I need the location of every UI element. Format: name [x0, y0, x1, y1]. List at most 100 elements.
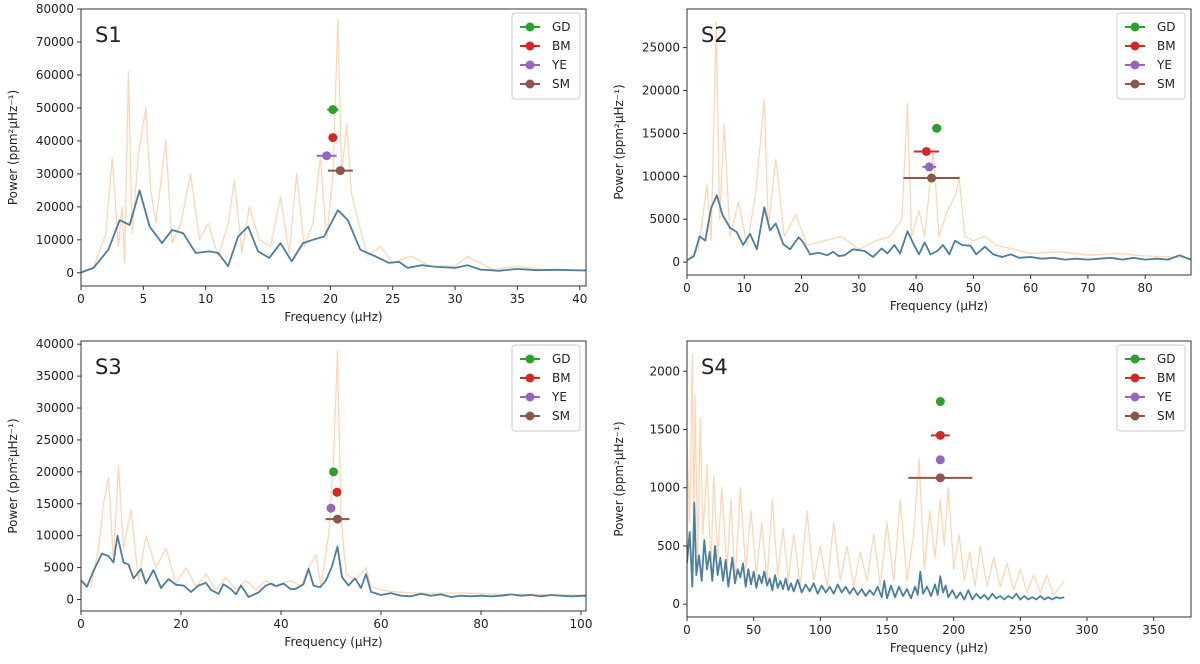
legend-box	[511, 344, 581, 432]
legend: GD BM YE SM	[511, 12, 581, 100]
y-tick-label: 40000	[36, 337, 74, 351]
raw-power-line	[687, 353, 1065, 596]
x-tick-label: 30	[851, 281, 866, 295]
y-tick-label: 0	[66, 266, 74, 280]
x-axis-label: Frequency (μHz)	[284, 635, 382, 649]
legend-marker-ye	[1130, 392, 1140, 402]
y-tick-label: 80000	[36, 2, 74, 16]
y-tick-label: 0	[672, 255, 680, 269]
legend-label-ye: YE	[551, 390, 567, 404]
axes-frame	[80, 8, 587, 287]
legend-marker-sm	[525, 79, 535, 89]
raw-power-line	[81, 18, 586, 273]
y-tick-label: 5000	[43, 561, 74, 575]
y-tick-label: 10000	[36, 233, 74, 247]
panel-title: S4	[701, 355, 728, 379]
marker-gd	[935, 397, 945, 407]
x-tick-label: 350	[1142, 623, 1165, 637]
panel-title: S3	[95, 355, 122, 379]
legend-marker-sm	[1130, 411, 1140, 421]
y-tick-label: 20000	[36, 200, 74, 214]
x-tick-label: 300	[1076, 623, 1099, 637]
legend-box	[1116, 344, 1186, 432]
legend-marker-sm	[525, 411, 535, 421]
x-tick-label: 10	[198, 292, 213, 306]
y-tick-label: 30000	[36, 167, 74, 181]
y-tick-label: 70000	[36, 35, 74, 49]
x-tick-label: 20	[323, 292, 338, 306]
legend-label-bm: BM	[552, 371, 571, 385]
x-axis-label: Frequency (μHz)	[890, 299, 988, 313]
marker-bm	[921, 146, 931, 156]
marker-gd	[329, 467, 338, 477]
x-tick-label: 10	[737, 281, 752, 295]
marker-bm	[935, 430, 945, 440]
y-axis-label: Power (ppm²μHz⁻¹)	[6, 418, 20, 533]
x-axis-label: Frequency (μHz)	[890, 641, 988, 655]
legend-label-gd: GD	[1157, 352, 1176, 366]
smoothed-power-line	[687, 501, 1065, 601]
x-tick-label: 20	[173, 617, 188, 631]
y-tick-label: 2000	[649, 364, 680, 378]
legend-label-gd: GD	[552, 20, 571, 34]
legend-label-ye: YE	[1156, 390, 1172, 404]
x-tick-label: 80	[1138, 281, 1153, 295]
x-tick-label: 50	[746, 623, 761, 637]
legend-marker-ye	[525, 60, 535, 70]
legend-marker-gd	[1130, 354, 1140, 364]
x-tick-label: 200	[942, 623, 965, 637]
marker-bm	[328, 133, 338, 143]
marker-ye	[322, 151, 332, 161]
panel-s1: 0 5 10 15 20 25 30 35 40 0 10000 20000 30000 40000 500…	[6, 2, 587, 324]
legend-label-bm: BM	[1157, 39, 1176, 53]
x-tick-label: 50	[966, 281, 981, 295]
legend-marker-bm	[525, 41, 535, 51]
x-tick-label: 70	[1080, 281, 1095, 295]
y-tick-label: 1000	[649, 481, 680, 495]
legend-marker-bm	[1130, 373, 1140, 383]
panel-s2: 0 10 20 30 40 50 60 70 80 0 5000 10000 15000 20000 250…	[612, 8, 1192, 313]
y-axis-label: Power (ppm²μHz⁻¹)	[612, 84, 626, 199]
x-tick-label: 0	[77, 292, 85, 306]
marker-sm	[927, 173, 937, 183]
marker-ye	[326, 503, 336, 513]
x-tick-label: 60	[373, 617, 388, 631]
y-tick-label: 10000	[36, 529, 74, 543]
y-tick-label: 15000	[642, 126, 680, 140]
legend-marker-gd	[525, 22, 535, 32]
y-tick-label: 20000	[642, 84, 680, 98]
y-tick-label: 50000	[36, 101, 74, 115]
y-tick-label: 60000	[36, 68, 74, 82]
legend-marker-bm	[525, 373, 535, 383]
y-tick-label: 0	[672, 597, 680, 611]
x-tick-label: 250	[1009, 623, 1032, 637]
axes-frame	[686, 8, 1192, 276]
smoothed-power-line	[687, 194, 1191, 262]
axes-frame	[686, 340, 1192, 618]
marker-sm	[335, 166, 345, 176]
legend: GD BM YE SM	[1116, 12, 1186, 100]
y-tick-label: 20000	[36, 465, 74, 479]
x-tick-label: 0	[77, 617, 85, 631]
marker-gd	[328, 105, 338, 115]
x-tick-label: 80	[473, 617, 488, 631]
x-tick-label: 100	[570, 617, 593, 631]
plot-content	[81, 18, 586, 274]
legend-label-sm: SM	[1157, 409, 1175, 423]
panel-s4: 0 50 100 150 200 250 300 350 0 500 1000 1500 2000 Fre…	[612, 340, 1192, 655]
y-tick-label: 10000	[642, 169, 680, 183]
plot-content	[687, 353, 1065, 601]
x-tick-label: 5	[140, 292, 148, 306]
marker-ye	[935, 455, 945, 465]
x-tick-label: 40	[908, 281, 923, 295]
y-tick-label: 35000	[36, 369, 74, 383]
plot-content	[687, 21, 1191, 262]
y-tick-label: 25000	[36, 433, 74, 447]
x-tick-label: 0	[683, 623, 691, 637]
legend-label-gd: GD	[1157, 20, 1176, 34]
legend-marker-gd	[1130, 22, 1140, 32]
legend-label-sm: SM	[1157, 77, 1175, 91]
legend-marker-gd	[525, 354, 535, 364]
y-tick-label: 30000	[36, 401, 74, 415]
